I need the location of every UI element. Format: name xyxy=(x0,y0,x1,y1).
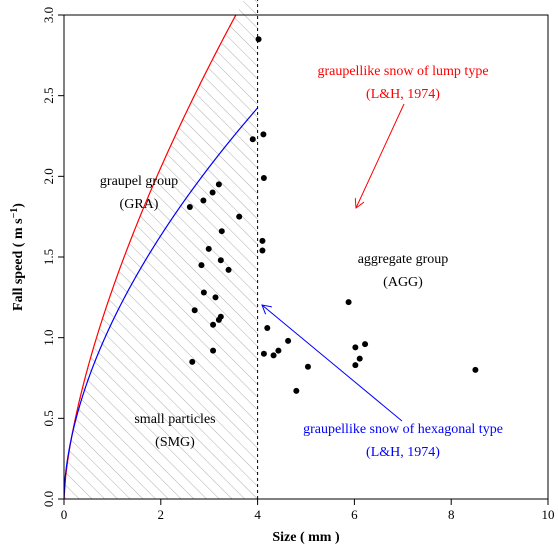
y-tick-label: 3.0 xyxy=(41,7,56,23)
lump-type-ref: (L&H, 1974) xyxy=(366,87,440,102)
y-axis-title-close: ) xyxy=(11,203,26,208)
graupel-group-abbr: (GRA) xyxy=(120,197,159,212)
y-axis-title-main: Fall speed ( m s xyxy=(11,218,26,311)
data-point xyxy=(362,341,369,348)
graupel-group-label: graupel group xyxy=(100,174,178,189)
axes-layer: 0 2 4 6 8 10 0.0 0.5 1.0 1.5 2.0 2.5 3.0 xyxy=(41,7,555,522)
small-particles-hatch-region xyxy=(64,0,258,499)
y-tick-label: 0.5 xyxy=(41,410,56,426)
hatch-area xyxy=(64,0,258,499)
data-point xyxy=(356,355,363,362)
data-point xyxy=(249,136,256,143)
data-point xyxy=(259,237,266,244)
data-point xyxy=(255,36,262,43)
data-point xyxy=(200,289,207,296)
hex-type-ref: (L&H, 1974) xyxy=(366,445,440,460)
lump-type-curve xyxy=(64,15,237,499)
data-point xyxy=(275,347,282,354)
data-point xyxy=(212,294,219,301)
data-point xyxy=(210,347,217,354)
data-point xyxy=(264,324,271,331)
hex-arrow xyxy=(262,305,403,422)
y-tick-label: 2.0 xyxy=(41,168,56,184)
data-point xyxy=(198,262,205,269)
data-point xyxy=(200,197,207,204)
x-tick-label: 2 xyxy=(158,507,165,522)
data-point xyxy=(304,363,311,370)
curve-layer xyxy=(64,15,259,499)
hexagonal-type-curve xyxy=(64,107,259,499)
x-tick-label: 6 xyxy=(351,507,358,522)
data-point xyxy=(215,181,222,188)
x-tick-label: 4 xyxy=(254,507,261,522)
points-layer xyxy=(186,36,479,394)
data-point xyxy=(210,321,217,328)
data-point xyxy=(260,174,267,181)
data-point xyxy=(225,266,232,273)
x-tick-label: 10 xyxy=(542,507,555,522)
small-particles-abbr: (SMG) xyxy=(155,435,195,450)
y-axis-title: Fall speed ( m s−1) xyxy=(9,203,26,311)
y-tick-label: 1.5 xyxy=(41,249,56,265)
data-point xyxy=(260,350,267,357)
y-tick-label: 2.5 xyxy=(41,88,56,104)
data-point xyxy=(352,362,359,369)
x-tick-label: 8 xyxy=(448,507,455,522)
aggregate-group-label: aggregate group xyxy=(358,252,449,267)
x-tick-label: 0 xyxy=(61,507,68,522)
lump-type-label: graupellike snow of lump type xyxy=(317,64,488,79)
data-point xyxy=(191,307,198,314)
y-tick-label: 0.0 xyxy=(41,491,56,507)
data-point xyxy=(189,358,196,365)
data-point xyxy=(270,352,277,359)
data-point xyxy=(293,387,300,394)
hex-type-label: graupellike snow of hexagonal type xyxy=(303,422,503,437)
data-point xyxy=(218,228,225,235)
small-particles-label: small particles xyxy=(134,412,215,427)
aggregate-group-abbr: (AGG) xyxy=(383,275,423,290)
data-point xyxy=(259,247,266,254)
x-axis-title: Size ( mm ) xyxy=(272,530,340,545)
data-point xyxy=(215,316,222,323)
data-point xyxy=(352,344,359,351)
data-point xyxy=(186,203,193,210)
lump-arrow xyxy=(356,103,405,208)
data-point xyxy=(217,257,224,264)
data-point xyxy=(285,337,292,344)
data-point xyxy=(260,131,267,138)
data-point xyxy=(236,213,243,220)
y-axis-title-exponent: −1 xyxy=(9,208,20,219)
y-tick-label: 1.0 xyxy=(41,330,56,346)
data-point xyxy=(205,245,212,252)
data-point xyxy=(345,299,352,306)
data-point xyxy=(209,189,216,196)
data-point xyxy=(472,366,479,373)
